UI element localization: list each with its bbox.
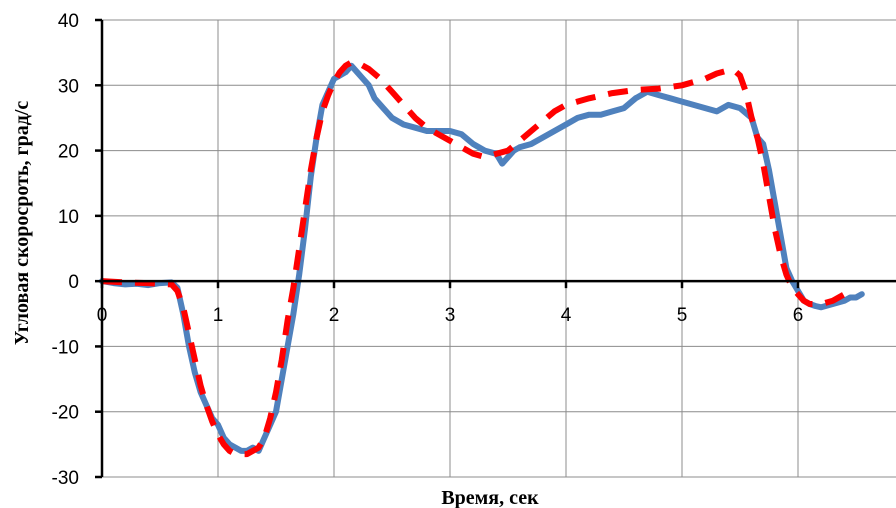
x-tick-label: 6 [793,305,804,326]
series-lines [102,62,862,454]
y-tick-label: 10 [58,207,79,228]
y-tick-label: -10 [52,337,79,358]
x-tick-labels: 01234567 [97,305,896,326]
y-axis-title: Угловая скоросроть, град/с [11,101,33,346]
x-tick-label: 4 [561,305,572,326]
y-tick-label: 40 [58,11,79,32]
y-tick-label: -20 [52,403,79,424]
x-tick-label: 3 [445,305,456,326]
y-tick-labels: -30 -20 -10 0 10 20 30 40 [52,11,79,489]
solid-series-line [102,66,862,451]
y-tick-label: 30 [58,76,79,97]
x-tick-label: 2 [329,305,340,326]
x-tick-label: 1 [213,305,224,326]
x-tick-label: 5 [677,305,688,326]
y-tick-label: -30 [52,468,79,489]
y-tick-label: 20 [58,142,79,163]
axes [95,20,896,477]
x-axis-title: Время, сек [441,487,539,508]
y-tick-label: 0 [68,272,79,293]
dashed-series-line [102,62,844,454]
